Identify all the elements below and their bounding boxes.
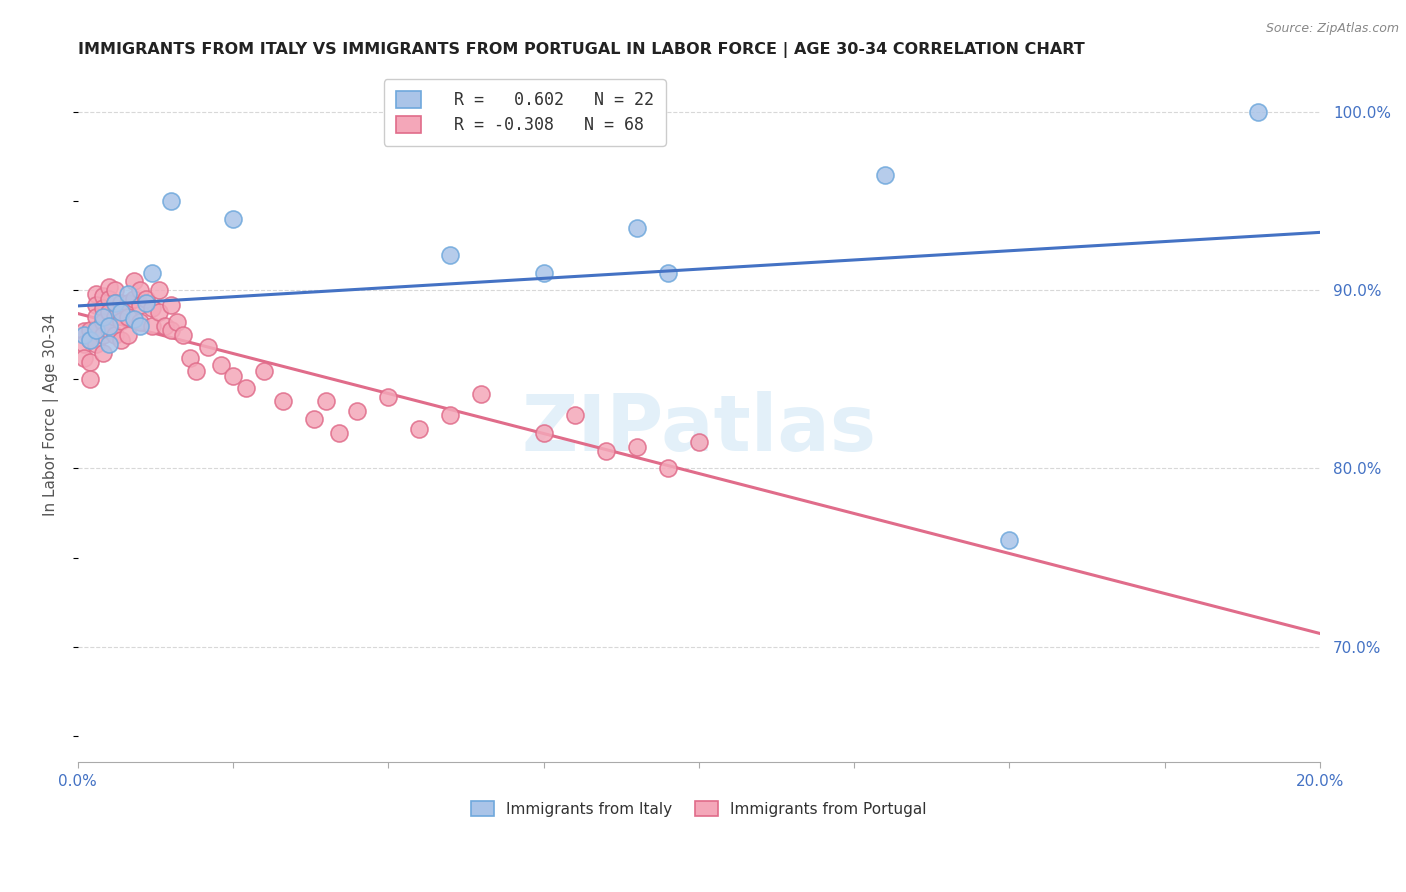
Point <box>148 283 170 297</box>
Point <box>91 288 114 302</box>
Point <box>222 368 245 383</box>
Point <box>86 322 108 336</box>
Point <box>86 297 108 311</box>
Point <box>122 275 145 289</box>
Point <box>135 292 157 306</box>
Point <box>408 422 430 436</box>
Point <box>122 292 145 306</box>
Point <box>73 327 96 342</box>
Point <box>533 266 555 280</box>
Point <box>172 327 194 342</box>
Point <box>104 295 127 310</box>
Point <box>346 404 368 418</box>
Point <box>328 425 350 440</box>
Point <box>97 279 120 293</box>
Point <box>97 322 120 336</box>
Point <box>110 333 132 347</box>
Point <box>91 301 114 315</box>
Point <box>79 333 101 347</box>
Point <box>86 322 108 336</box>
Point <box>117 286 139 301</box>
Point <box>271 393 294 408</box>
Point <box>141 301 163 315</box>
Point <box>179 351 201 365</box>
Point <box>97 318 120 333</box>
Point <box>117 295 139 310</box>
Point <box>129 297 152 311</box>
Point <box>657 461 679 475</box>
Point <box>533 425 555 440</box>
Y-axis label: In Labor Force | Age 30-34: In Labor Force | Age 30-34 <box>44 314 59 516</box>
Point <box>86 310 108 324</box>
Point <box>470 386 492 401</box>
Point <box>73 336 96 351</box>
Point <box>122 311 145 326</box>
Text: ZIPatlas: ZIPatlas <box>522 391 876 467</box>
Point <box>110 313 132 327</box>
Point <box>129 318 152 333</box>
Text: IMMIGRANTS FROM ITALY VS IMMIGRANTS FROM PORTUGAL IN LABOR FORCE | AGE 30-34 COR: IMMIGRANTS FROM ITALY VS IMMIGRANTS FROM… <box>77 42 1084 58</box>
Point <box>148 304 170 318</box>
Point <box>104 327 127 342</box>
Point <box>439 408 461 422</box>
Point <box>79 372 101 386</box>
Point <box>160 322 183 336</box>
Point <box>104 295 127 310</box>
Legend: Immigrants from Italy, Immigrants from Portugal: Immigrants from Italy, Immigrants from P… <box>464 793 935 824</box>
Point <box>141 318 163 333</box>
Point <box>91 310 114 324</box>
Point <box>73 324 96 338</box>
Point <box>377 390 399 404</box>
Point <box>160 297 183 311</box>
Point <box>222 212 245 227</box>
Point <box>104 310 127 324</box>
Point <box>91 315 114 329</box>
Point <box>564 408 586 422</box>
Point <box>97 292 120 306</box>
Point <box>235 381 257 395</box>
Point <box>875 168 897 182</box>
Point <box>91 327 114 342</box>
Point <box>439 248 461 262</box>
Point <box>104 283 127 297</box>
Point <box>253 363 276 377</box>
Point <box>184 363 207 377</box>
Point <box>79 333 101 347</box>
Point <box>79 322 101 336</box>
Point <box>197 340 219 354</box>
Point <box>86 336 108 351</box>
Point <box>117 310 139 324</box>
Point <box>110 304 132 318</box>
Point <box>73 351 96 365</box>
Point <box>302 411 325 425</box>
Point <box>110 295 132 310</box>
Point <box>688 434 710 449</box>
Point <box>209 358 232 372</box>
Point <box>129 283 152 297</box>
Point <box>315 393 337 408</box>
Point <box>153 318 176 333</box>
Point <box>626 440 648 454</box>
Point <box>657 266 679 280</box>
Point <box>1247 105 1270 120</box>
Point <box>117 327 139 342</box>
Point <box>160 194 183 209</box>
Point <box>595 443 617 458</box>
Point <box>79 354 101 368</box>
Text: Source: ZipAtlas.com: Source: ZipAtlas.com <box>1265 22 1399 36</box>
Point <box>998 533 1021 547</box>
Point <box>91 345 114 359</box>
Point <box>97 304 120 318</box>
Point <box>86 286 108 301</box>
Point <box>166 315 188 329</box>
Point <box>626 221 648 235</box>
Point <box>135 295 157 310</box>
Point <box>129 315 152 329</box>
Point <box>141 266 163 280</box>
Point <box>97 336 120 351</box>
